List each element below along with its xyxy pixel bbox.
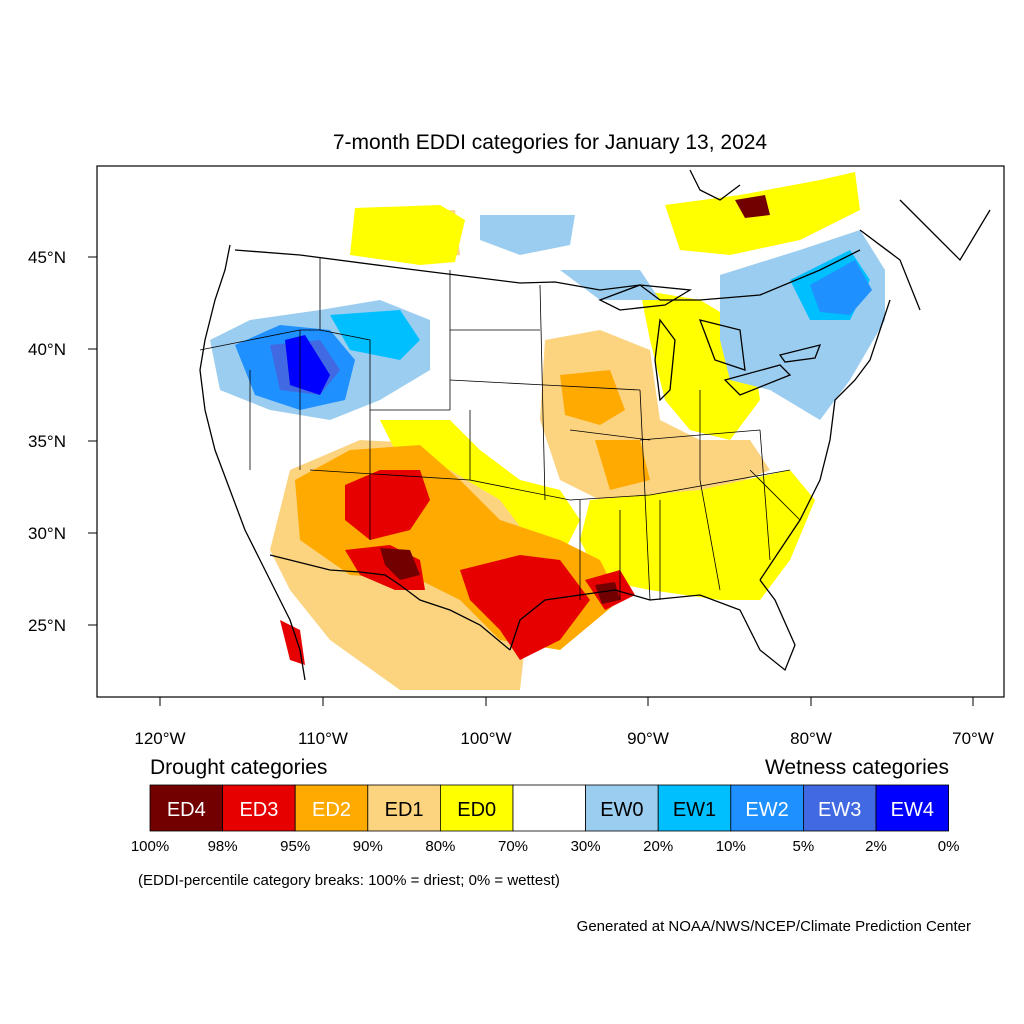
lat-label: 30°N [28, 524, 66, 543]
coastline-and-borders [199, 169, 991, 681]
ed3-texas [460, 555, 590, 660]
ed3-new-mexico [345, 470, 430, 540]
ew1-wyoming [330, 310, 420, 360]
lon-label: 80°W [790, 729, 832, 748]
legend-break-label: 20% [643, 838, 673, 855]
legend-break-label: 80% [425, 838, 455, 855]
legend-category-label: EW0 [600, 799, 643, 821]
legend-category-label: EW1 [673, 799, 716, 821]
legend-swatch [512, 784, 586, 832]
lon-label: 110°W [298, 729, 348, 748]
state-borders [199, 258, 801, 601]
legend-break-label: 95% [280, 838, 310, 855]
lake-huron [698, 319, 746, 371]
ed0-north [350, 205, 465, 265]
category-note: (EDDI-percentile category breaks: 100% =… [138, 872, 560, 889]
ed3-baja [280, 620, 305, 665]
ed2-illinois [595, 440, 650, 490]
legend-break-label: 30% [571, 838, 601, 855]
ed4-new-mexico [380, 548, 420, 580]
atlantic-coast [759, 299, 891, 581]
legend-category-label: EW3 [818, 799, 861, 821]
lat-label: 25°N [28, 616, 66, 635]
us-mexico-border [269, 554, 511, 651]
ew4-utah [285, 335, 330, 395]
legend-break-label: 10% [716, 838, 746, 855]
legend-break-label: 98% [208, 838, 238, 855]
legend-category-label: EW2 [745, 799, 788, 821]
legend-swatch [657, 784, 732, 832]
ew0-lakes [560, 270, 660, 300]
canada-coast [689, 169, 991, 311]
legend-swatch [803, 784, 877, 832]
drought-heading: Drought categories [150, 756, 328, 779]
legend-break-label: 70% [498, 838, 528, 855]
lon-label: 70°W [952, 729, 994, 748]
legend-break-label: 100% [131, 838, 169, 855]
ed0-southeast [580, 470, 815, 600]
lake-ontario [778, 344, 822, 363]
legend-swatch [294, 784, 369, 832]
eddi-category-fill [200, 172, 895, 690]
gulf-coast [509, 579, 796, 672]
ed4-canada [735, 195, 770, 218]
us-canada-border [234, 249, 861, 301]
legend-swatch [585, 784, 659, 832]
ed4-louisiana [595, 582, 620, 604]
ew2-northeast [810, 260, 872, 315]
lat-label: 40°N [28, 340, 66, 359]
lat-label: 45°N [28, 248, 66, 267]
pacific-coast [199, 244, 306, 681]
legend-swatch [875, 784, 949, 832]
credit-line: Generated at NOAA/NWS/NCEP/Climate Predi… [576, 918, 971, 935]
lon-labels: 120°W 110°W 100°W 90°W 80°W 70°W [134, 729, 993, 748]
legend-category-label: ED2 [312, 799, 351, 821]
lon-label: 90°W [627, 729, 669, 748]
lon-label: 100°W [460, 729, 511, 748]
legend-break-label: 2% [865, 838, 887, 855]
legend-break-label: 90% [353, 838, 383, 855]
tick-marks [88, 256, 974, 706]
lake-superior [598, 284, 693, 311]
map-title: 7-month EDDI categories for January 13, … [332, 131, 768, 154]
lat-labels: 45°N 40°N 35°N 30°N 25°N [28, 248, 66, 635]
legend-category-label: ED4 [167, 799, 206, 821]
legend-break-label: 5% [793, 838, 815, 855]
lake-erie [723, 364, 792, 396]
ew0-upper-midwest [480, 215, 575, 255]
lon-label: 120°W [134, 729, 185, 748]
wetness-heading: Wetness categories [764, 756, 949, 779]
legend-category-label: ED3 [239, 799, 278, 821]
legend-category-label: ED1 [385, 799, 424, 821]
legend-swatch [149, 784, 223, 832]
ed2-iowa [560, 370, 625, 425]
legend-category-label: ED0 [457, 799, 496, 821]
legend-category-label: EW4 [891, 799, 934, 821]
lat-label: 35°N [28, 432, 66, 451]
legend-swatch [730, 784, 804, 832]
legend-break-label: 0% [938, 838, 960, 855]
lake-michigan [654, 318, 676, 402]
